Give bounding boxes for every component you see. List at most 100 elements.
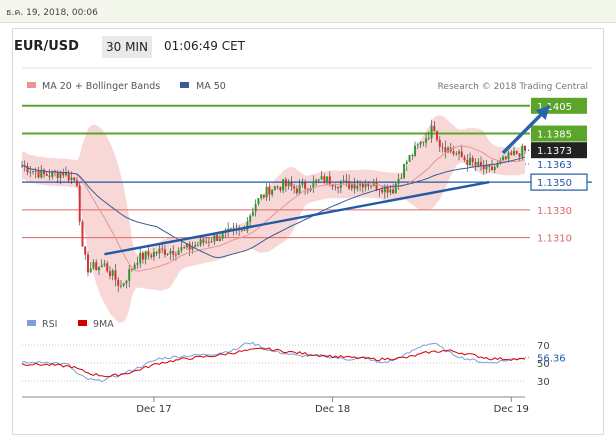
candle-body bbox=[438, 139, 441, 147]
level-1-1350-box bbox=[530, 173, 588, 191]
candle-body bbox=[42, 169, 45, 175]
candle-body bbox=[166, 253, 169, 255]
candle-body bbox=[320, 176, 323, 180]
candle-body bbox=[84, 246, 87, 255]
candle-body bbox=[117, 279, 120, 286]
candle-body bbox=[488, 164, 491, 167]
level-1-1385-label: 1.1385 bbox=[537, 130, 572, 141]
candle-body bbox=[304, 182, 307, 189]
legend-swatch-9ma bbox=[78, 320, 87, 326]
candle-body bbox=[419, 141, 422, 145]
candle-body bbox=[463, 157, 466, 160]
candle-body bbox=[185, 243, 188, 248]
candle-body bbox=[282, 179, 285, 191]
candle-body bbox=[480, 162, 483, 166]
candle-body bbox=[339, 183, 342, 189]
candle-body bbox=[81, 221, 84, 247]
candle-body bbox=[392, 189, 395, 194]
candle-body bbox=[262, 194, 265, 198]
candle-body bbox=[95, 262, 98, 271]
rsi-ma-line bbox=[21, 347, 526, 378]
candle-body bbox=[251, 211, 254, 216]
candle-body bbox=[502, 156, 505, 161]
candle-body bbox=[433, 125, 436, 132]
candle-body bbox=[40, 169, 43, 178]
candle-body bbox=[243, 230, 246, 231]
chart-time: 01:06:49 CET bbox=[164, 39, 245, 53]
candle-body bbox=[199, 239, 202, 245]
candle-body bbox=[141, 252, 144, 260]
candle-body bbox=[119, 285, 122, 287]
candle-body bbox=[485, 164, 488, 170]
candle-body bbox=[493, 167, 496, 170]
candle-body bbox=[207, 241, 210, 243]
candle-body bbox=[284, 179, 287, 187]
candle-body bbox=[133, 264, 136, 270]
candle-body bbox=[507, 152, 510, 160]
candle-body bbox=[139, 252, 142, 264]
candle-body bbox=[172, 250, 175, 255]
rsi-tick-30: 30 bbox=[537, 377, 550, 388]
candle-body bbox=[202, 239, 205, 243]
candle-body bbox=[111, 270, 114, 276]
level-1-1405-label: 1.1405 bbox=[537, 102, 572, 113]
candle-body bbox=[301, 182, 304, 185]
level-last-1373-box bbox=[531, 142, 587, 159]
datetime-bar: ธ.ค. 19, 2018, 00:06 bbox=[0, 0, 616, 23]
candle-body bbox=[367, 183, 370, 186]
candle-body bbox=[196, 244, 199, 246]
candle-body bbox=[169, 250, 172, 254]
candle-body bbox=[425, 138, 428, 143]
candle-body bbox=[477, 162, 480, 166]
candle-body bbox=[452, 151, 455, 154]
x-axis-labels: Dec 17 Dec 18 Dec 19 bbox=[136, 397, 529, 415]
timeframe-button[interactable]: 30 MIN bbox=[102, 36, 152, 58]
candle-body bbox=[37, 171, 40, 178]
candle-body bbox=[345, 180, 348, 182]
candle-body bbox=[229, 228, 232, 230]
candle-body bbox=[524, 145, 526, 151]
x-tick-label: Dec 17 bbox=[136, 404, 171, 415]
candle-body bbox=[474, 162, 477, 166]
level-1-1310-label: 1.1310 bbox=[537, 234, 572, 245]
candle-body bbox=[92, 262, 95, 269]
candle-body bbox=[51, 170, 54, 177]
candle-body bbox=[317, 179, 320, 181]
level-1-1363-label: 1.1363 bbox=[537, 160, 572, 171]
candle-body bbox=[279, 187, 282, 191]
rsi-tick-50: 50 bbox=[537, 359, 550, 370]
candle-body bbox=[177, 250, 180, 255]
candle-body bbox=[328, 176, 331, 185]
candle-body bbox=[348, 181, 351, 189]
legend-swatch-ma50 bbox=[180, 82, 189, 88]
candle-body bbox=[70, 177, 73, 181]
candle-body bbox=[460, 151, 463, 158]
rsi-last-value: 56.36 bbox=[537, 353, 566, 364]
candle-body bbox=[246, 221, 249, 231]
candle-body bbox=[394, 183, 397, 194]
candle-body bbox=[188, 243, 191, 250]
level-1-1385-box bbox=[531, 125, 587, 142]
candle-body bbox=[147, 251, 150, 256]
trendline bbox=[104, 180, 490, 256]
candle-body bbox=[89, 268, 92, 273]
candle-body bbox=[386, 185, 389, 193]
candle-body bbox=[515, 150, 518, 154]
candle-body bbox=[444, 147, 447, 153]
candle-body bbox=[152, 252, 155, 257]
candle-body bbox=[375, 181, 378, 190]
candle-body bbox=[125, 280, 128, 284]
candle-body bbox=[491, 166, 494, 170]
candle-body bbox=[383, 185, 386, 193]
candle-body bbox=[293, 186, 296, 189]
candle-body bbox=[430, 125, 433, 139]
candle-body bbox=[356, 185, 359, 189]
candle-body bbox=[78, 185, 81, 222]
candle-body bbox=[144, 251, 147, 260]
currency-pair: EUR/USD bbox=[14, 39, 79, 54]
candle-body bbox=[150, 255, 153, 257]
level-1-1350-label: 1.1350 bbox=[537, 178, 572, 189]
candle-body bbox=[350, 184, 353, 189]
candle-body bbox=[337, 186, 340, 189]
candle-body bbox=[411, 155, 414, 156]
